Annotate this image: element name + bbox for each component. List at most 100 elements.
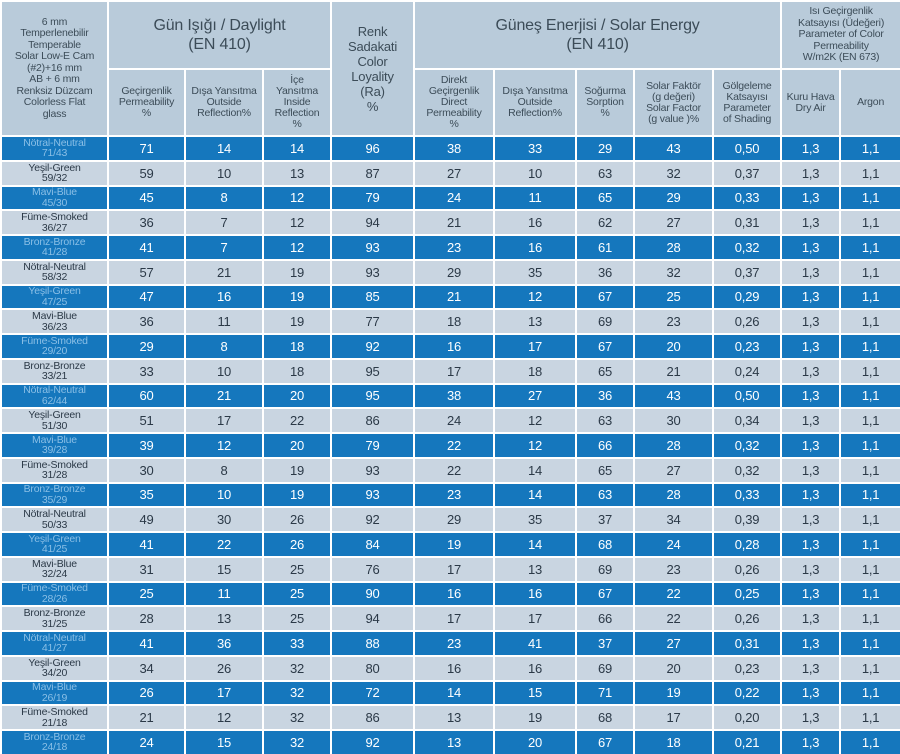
- glass-name: Nötral-Neutral: [23, 508, 86, 521]
- data-cell: 1,3: [780, 580, 842, 608]
- data-cell: 32: [633, 159, 715, 187]
- data-cell: 1,3: [780, 159, 842, 187]
- data-cell: 1,1: [839, 704, 900, 731]
- data-cell: 32: [261, 679, 333, 707]
- data-cell: 1,1: [839, 481, 900, 509]
- data-cell: 1,3: [780, 333, 842, 360]
- data-cell: 0,28: [712, 531, 783, 558]
- row-label: Mavi-Blue 39/28: [0, 432, 109, 459]
- data-cell: 0,23: [712, 333, 783, 360]
- data-cell: 18: [493, 357, 578, 385]
- data-cell: 76: [330, 555, 416, 583]
- glass-code: 36/27: [41, 221, 68, 234]
- data-cell: 11: [493, 184, 578, 212]
- data-cell: 32: [261, 729, 333, 754]
- data-cell: 12: [184, 432, 264, 459]
- data-cell: 1,1: [839, 407, 900, 434]
- data-cell: 1,3: [780, 258, 842, 286]
- data-cell: 25: [633, 283, 715, 311]
- data-cell: 1,3: [780, 184, 842, 212]
- data-cell: 71: [575, 679, 636, 707]
- data-cell: 23: [633, 555, 715, 583]
- glass-code: 39/28: [41, 444, 68, 457]
- table-row: Mavi-Blue 45/30 45 8 12 79 24 11 65 29 0,33 1,3 1,1: [0, 184, 900, 212]
- data-cell: 26: [261, 506, 333, 533]
- col-outside-reflection-solar: Dışa Yansıtma Outside Reflection%: [493, 68, 578, 137]
- data-cell: 79: [330, 184, 416, 212]
- glass-name: Bronz-Bronze: [23, 235, 86, 248]
- data-cell: 1,3: [780, 679, 842, 707]
- table-row: Yeşil-Green 59/32 59 10 13 87 27 10 63 32 0,37 1,3 1…: [0, 159, 900, 187]
- data-cell: 61: [575, 234, 636, 261]
- data-cell: 22: [413, 456, 496, 484]
- data-cell: 38: [413, 135, 496, 162]
- data-cell: 7: [184, 234, 264, 261]
- data-cell: 0,20: [712, 704, 783, 731]
- data-cell: 17: [633, 704, 715, 731]
- data-cell: 49: [107, 506, 186, 533]
- glass-name: Yeşil-Green: [28, 285, 81, 298]
- data-cell: 35: [107, 481, 186, 509]
- data-cell: 0,32: [712, 234, 783, 261]
- data-cell: 23: [413, 481, 496, 509]
- col-argon: Argon: [839, 68, 900, 137]
- row-label: Yeşil-Green 47/25: [0, 283, 109, 311]
- data-cell: 94: [330, 209, 416, 236]
- row-label: Mavi-Blue 45/30: [0, 184, 109, 212]
- data-cell: 17: [413, 357, 496, 385]
- glass-code: 58/32: [41, 271, 68, 284]
- data-cell: 63: [575, 407, 636, 434]
- glass-code: 32/24: [41, 568, 68, 581]
- glass-code: 26/19: [41, 691, 68, 704]
- data-cell: 8: [184, 184, 264, 212]
- data-cell: 7: [184, 209, 264, 236]
- data-cell: 29: [413, 506, 496, 533]
- data-cell: 10: [184, 159, 264, 187]
- data-cell: 15: [184, 555, 264, 583]
- data-cell: 67: [575, 580, 636, 608]
- data-cell: 0,26: [712, 308, 783, 335]
- data-cell: 15: [493, 679, 578, 707]
- data-cell: 37: [575, 630, 636, 657]
- data-cell: 0,25: [712, 580, 783, 608]
- data-cell: 80: [330, 654, 416, 682]
- row-label: Füme-Smoked 31/28: [0, 456, 109, 484]
- data-cell: 13: [261, 159, 333, 187]
- glass-name: Bronz-Bronze: [23, 483, 86, 496]
- data-cell: 1,1: [839, 209, 900, 236]
- data-cell: 68: [575, 704, 636, 731]
- table-row: Füme-Smoked 31/28 30 8 19 93 22 14 65 27 0,32 1,3 1,…: [0, 456, 900, 484]
- data-cell: 0,24: [712, 357, 783, 385]
- data-cell: 57: [107, 258, 186, 286]
- data-cell: 0,37: [712, 258, 783, 286]
- data-cell: 27: [493, 382, 578, 410]
- data-cell: 21: [184, 258, 264, 286]
- data-cell: 72: [330, 679, 416, 707]
- data-cell: 65: [575, 184, 636, 212]
- row-label: Yeşil-Green 41/25: [0, 531, 109, 558]
- data-cell: 36: [107, 209, 186, 236]
- data-cell: 94: [330, 605, 416, 632]
- data-cell: 12: [261, 209, 333, 236]
- data-cell: 20: [261, 432, 333, 459]
- data-cell: 85: [330, 283, 416, 311]
- table-body: Nötral-Neutral 71/43 71 14 14 96 38 33 29 43 0,50 1…: [0, 135, 900, 754]
- data-cell: 13: [493, 555, 578, 583]
- data-cell: 17: [413, 605, 496, 632]
- row-label: Mavi-Blue 26/19: [0, 679, 109, 707]
- table-row: Bronz-Bronze 31/25 28 13 25 94 17 17 66 22 0,26 1,3…: [0, 605, 900, 632]
- data-cell: 12: [261, 184, 333, 212]
- data-cell: 66: [575, 432, 636, 459]
- data-cell: 23: [413, 630, 496, 657]
- data-cell: 18: [261, 357, 333, 385]
- data-cell: 20: [261, 382, 333, 410]
- data-cell: 1,3: [780, 456, 842, 484]
- data-cell: 68: [575, 531, 636, 558]
- col-sorption: Soğurma Sorption %: [575, 68, 636, 137]
- data-cell: 22: [261, 407, 333, 434]
- data-cell: 29: [575, 135, 636, 162]
- data-cell: 35: [493, 258, 578, 286]
- glass-name: Füme-Smoked: [21, 706, 88, 719]
- data-cell: 14: [493, 456, 578, 484]
